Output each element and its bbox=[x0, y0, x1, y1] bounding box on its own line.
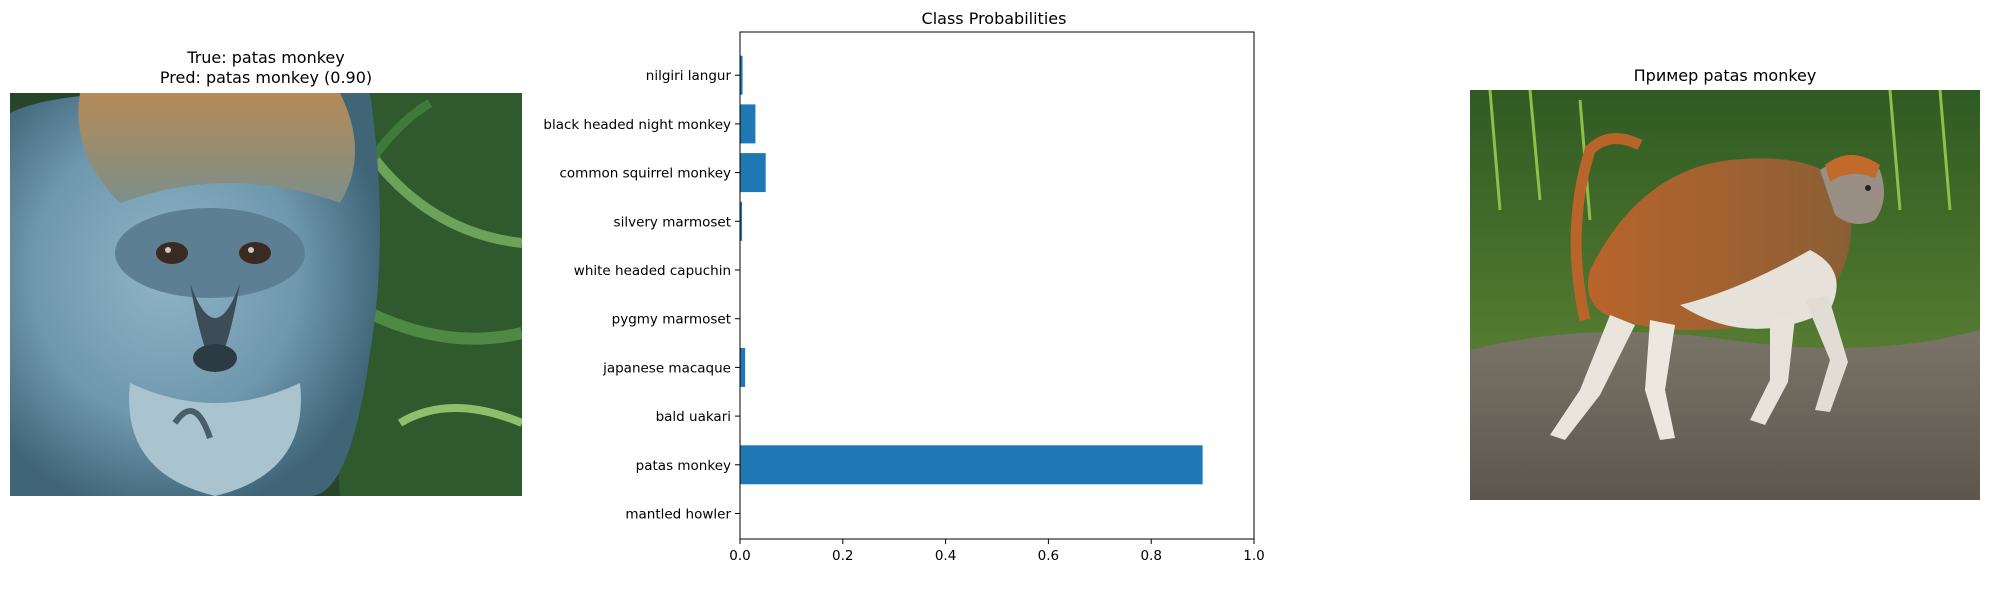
y-tick-label: black headed night monkey bbox=[543, 117, 731, 133]
bar-patas-monkey bbox=[740, 445, 1203, 485]
bar-nilgiri-langur bbox=[740, 55, 743, 95]
y-tick-label: japanese macaque bbox=[602, 360, 731, 376]
y-tick-label: common squirrel monkey bbox=[559, 166, 731, 182]
y-tick-label: mantled howler bbox=[625, 507, 731, 523]
x-tick-label: 0.6 bbox=[1038, 548, 1059, 564]
class-probability-chart: Class Probabilities mantled howler patas … bbox=[543, 9, 1264, 564]
left-panel-title-line2: Pred: patas monkey (0.90) bbox=[159, 68, 373, 87]
y-tick-label: patas monkey bbox=[636, 458, 731, 474]
bar-silvery-marmoset bbox=[740, 201, 743, 241]
right-panel: Пример patas monkey bbox=[1460, 0, 1990, 520]
y-tick-label: white headed capuchin bbox=[574, 263, 731, 279]
plot-frame bbox=[739, 31, 1255, 540]
bar-common-squirrel-monkey bbox=[740, 153, 766, 193]
bar-black-headed-night-monkey bbox=[740, 104, 756, 144]
x-tick-label: 0.4 bbox=[935, 548, 956, 564]
y-tick-label: bald uakari bbox=[656, 409, 731, 425]
chart-panel: Class Probabilities mantled howler patas … bbox=[520, 0, 1280, 590]
monkey-walking-photo bbox=[1470, 90, 1980, 500]
x-tick-label: 0.2 bbox=[832, 548, 853, 564]
monkey-face-photo bbox=[10, 93, 522, 496]
y-tick-label: nilgiri langur bbox=[646, 68, 732, 84]
left-panel-title-line1: True: patas monkey bbox=[187, 48, 345, 67]
y-tick-label: silvery marmoset bbox=[614, 214, 731, 230]
x-tick-label: 0.8 bbox=[1140, 548, 1161, 564]
x-tick-label: 0.0 bbox=[729, 548, 750, 564]
left-panel: True: patas monkey Pred: patas monkey (0… bbox=[0, 0, 530, 520]
bar-japanese-macaque bbox=[740, 347, 746, 387]
x-tick-label: 1.0 bbox=[1243, 548, 1264, 564]
y-tick-label: pygmy marmoset bbox=[612, 312, 731, 328]
right-panel-title: Пример patas monkey bbox=[1633, 66, 1817, 85]
chart-title: Class Probabilities bbox=[922, 9, 1067, 28]
